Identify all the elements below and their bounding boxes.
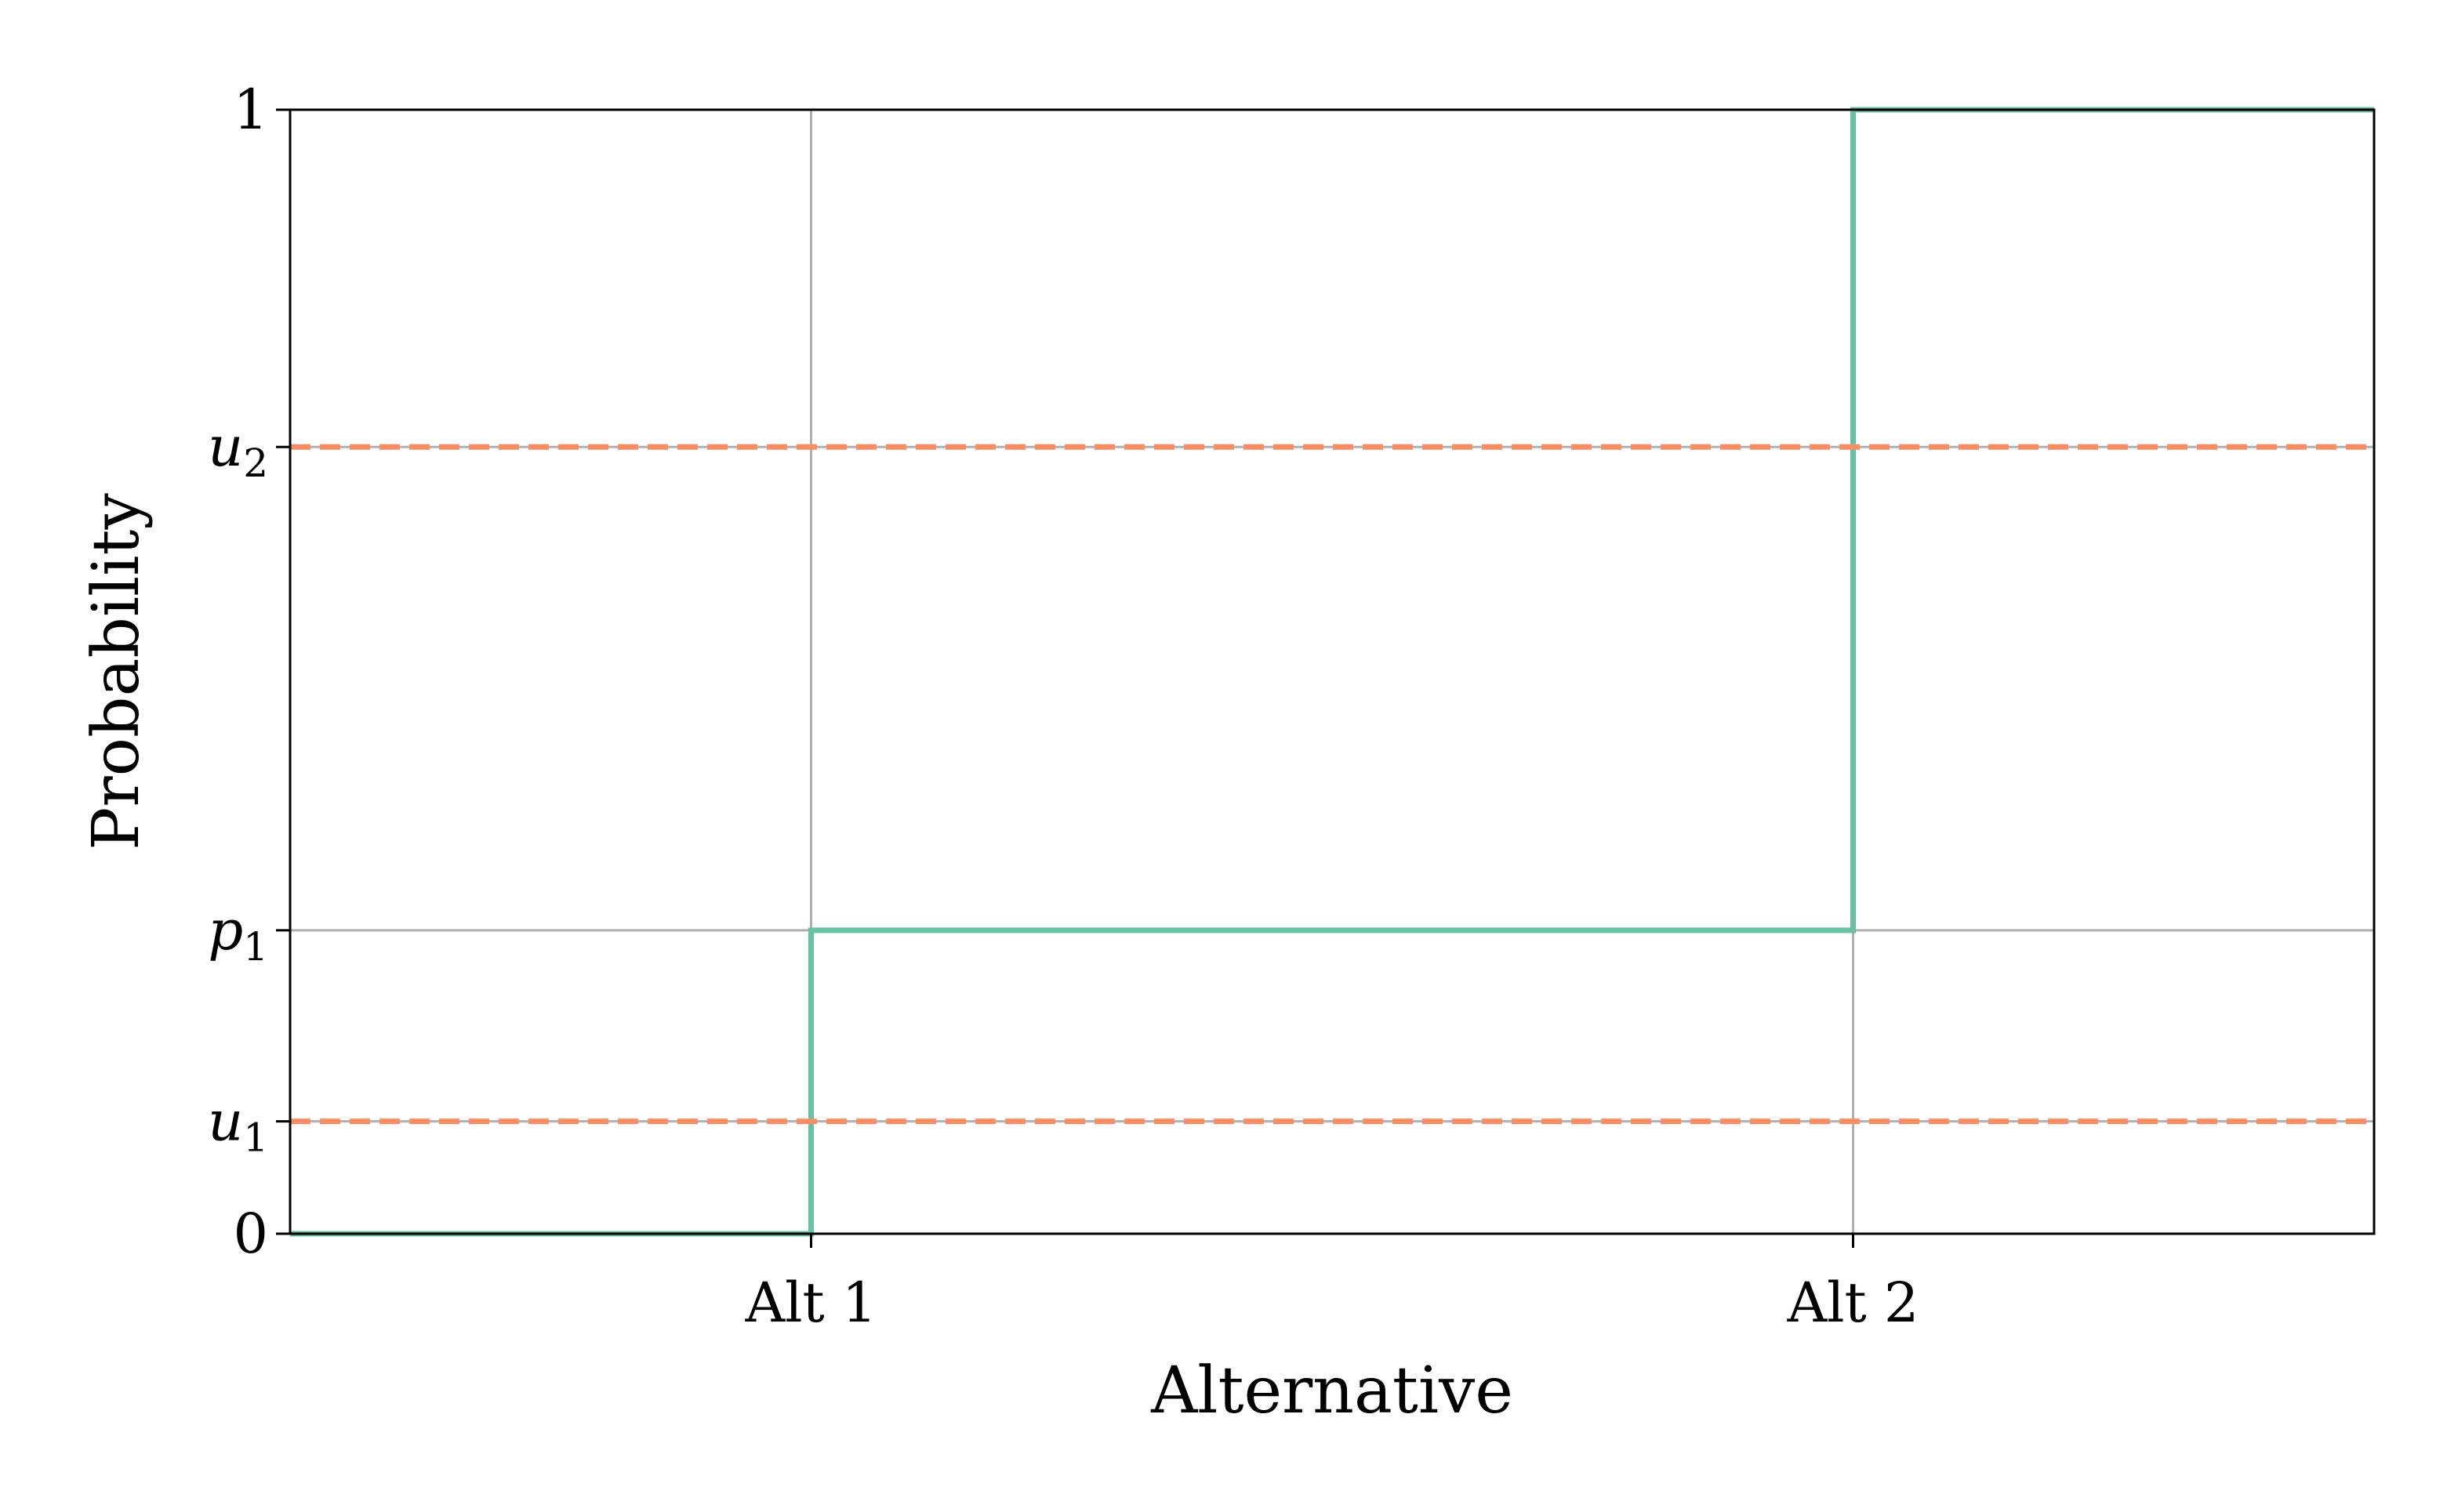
y-tick-label-3: p1: [208, 898, 268, 970]
tick-layer: Alt 1 Alt 2 0 u1 p1 u2 1: [208, 78, 1919, 1335]
x-tick-label-2: Alt 2: [1787, 1271, 1919, 1335]
y-tick-label-5: 1: [233, 78, 268, 142]
x-axis-label: Alternative: [1150, 1354, 1513, 1428]
cdf-step-line: [290, 107, 2374, 1237]
y-tick-label-4: u2: [208, 415, 268, 486]
y-axis-label: Probability: [79, 493, 154, 850]
series-layer: [290, 107, 2374, 1237]
y-tick-label-1: 0: [233, 1202, 268, 1266]
plot-frame: [289, 108, 2376, 1235]
grid-layer: [290, 110, 2374, 1234]
y-tick-label-2: u1: [208, 1090, 268, 1161]
x-tick-label-1: Alt 1: [745, 1271, 877, 1335]
threshold-lines: [290, 444, 2374, 1125]
